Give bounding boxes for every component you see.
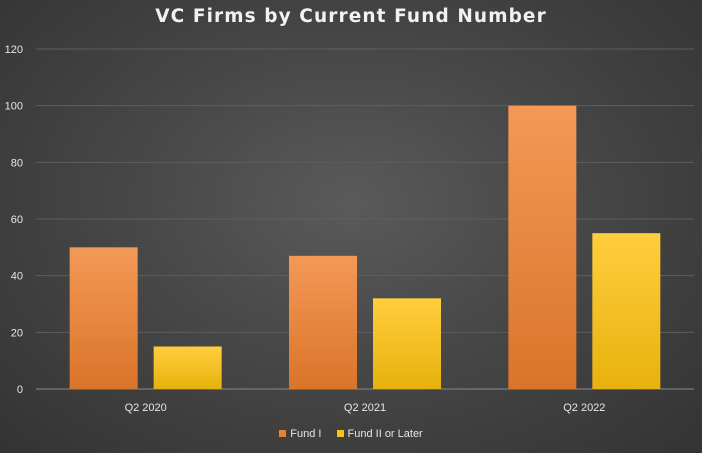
legend-swatch-fund-i [279, 430, 287, 437]
x-tick-label-q2-2022: Q2 2022 [563, 402, 605, 414]
y-tick-label-60: 60 [11, 214, 23, 226]
legend: Fund I Fund II or Later [0, 428, 702, 440]
bar-fund-ii-or-later-q2-2020 [153, 346, 222, 389]
y-tick-label-0: 0 [17, 384, 23, 396]
bar-fund-i-q2-2022 [508, 105, 577, 390]
y-tick-label-20: 20 [11, 327, 23, 339]
legend-label-fund-i: Fund I [290, 428, 322, 440]
x-tick-label-q2-2021: Q2 2021 [344, 402, 386, 414]
x-tick-label-q2-2020: Q2 2020 [125, 402, 167, 414]
legend-swatch-fund-ii-or-later [336, 430, 344, 437]
bar-fund-i-q2-2020 [69, 247, 138, 389]
chart-title: VC Firms by Current Fund Number [155, 6, 547, 27]
bar-fund-ii-or-later-q2-2021 [373, 298, 441, 389]
y-tick-label-100: 100 [5, 101, 23, 113]
bar-fund-i-q2-2021 [289, 255, 357, 389]
legend-label-fund-ii-or-later: Fund II or Later [347, 428, 423, 440]
y-tick-label-80: 80 [11, 157, 23, 169]
bar-fund-ii-or-later-q2-2022 [592, 233, 661, 389]
y-tick-label-40: 40 [11, 271, 23, 283]
legend-item-fund-i: Fund I [279, 428, 321, 440]
y-tick-label-120: 120 [5, 44, 23, 56]
legend-item-fund-ii-or-later: Fund II or Later [336, 428, 423, 440]
